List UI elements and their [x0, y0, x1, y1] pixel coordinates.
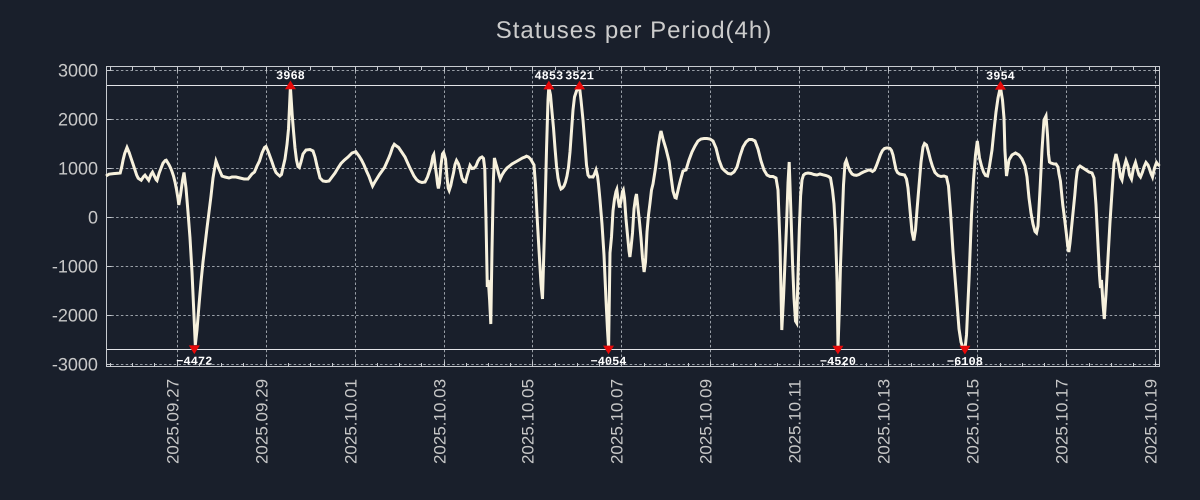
- svg-text:-1000: -1000: [52, 256, 98, 276]
- svg-text:0: 0: [88, 207, 98, 227]
- svg-text:2025.10.17: 2025.10.17: [1052, 379, 1071, 464]
- svg-text:2025.10.09: 2025.10.09: [696, 379, 715, 464]
- svg-text:2000: 2000: [58, 109, 98, 129]
- svg-text:2025.10.11: 2025.10.11: [785, 380, 804, 464]
- svg-text:3954: 3954: [986, 70, 1015, 84]
- svg-text:2025.10.19: 2025.10.19: [1141, 379, 1160, 464]
- svg-text:Statuses per Period(4h): Statuses per Period(4h): [496, 17, 772, 44]
- svg-text:3000: 3000: [58, 60, 98, 80]
- svg-text:−6108: −6108: [947, 355, 983, 369]
- svg-text:2025.10.01: 2025.10.01: [341, 379, 360, 464]
- svg-text:2025.10.13: 2025.10.13: [874, 379, 893, 464]
- svg-text:3968: 3968: [276, 69, 305, 83]
- svg-text:2025.10.15: 2025.10.15: [963, 379, 982, 464]
- svg-text:2025.09.29: 2025.09.29: [252, 379, 271, 464]
- svg-text:−4520: −4520: [820, 355, 856, 369]
- svg-text:1000: 1000: [58, 158, 98, 178]
- svg-text:2025.10.05: 2025.10.05: [518, 379, 537, 464]
- svg-text:−4054: −4054: [591, 355, 627, 369]
- svg-text:2025.09.27: 2025.09.27: [163, 379, 182, 464]
- svg-text:-3000: -3000: [52, 354, 98, 374]
- svg-text:-2000: -2000: [52, 305, 98, 325]
- svg-text:2025.10.07: 2025.10.07: [607, 379, 626, 464]
- svg-text:4853: 4853: [534, 69, 563, 83]
- svg-text:3521: 3521: [565, 69, 594, 83]
- svg-text:−4472: −4472: [176, 355, 212, 369]
- svg-text:2025.10.03: 2025.10.03: [430, 379, 449, 464]
